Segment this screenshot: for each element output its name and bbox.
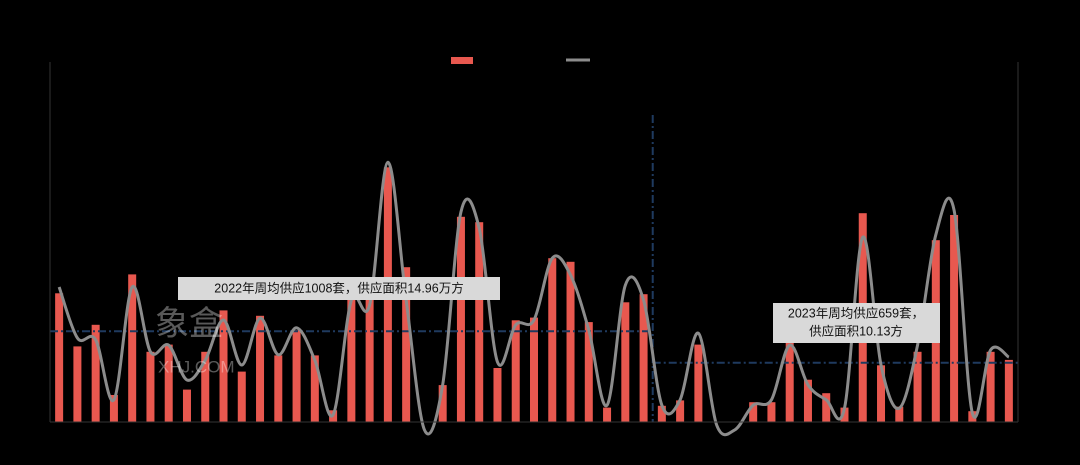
bar bbox=[256, 315, 265, 422]
bar bbox=[182, 389, 191, 422]
bar bbox=[109, 395, 118, 422]
bar bbox=[55, 293, 64, 422]
bar bbox=[164, 344, 173, 422]
bar bbox=[676, 400, 685, 422]
annotation: 2023年周均供应659套， bbox=[788, 305, 924, 320]
bar bbox=[438, 385, 447, 422]
bar bbox=[219, 310, 228, 422]
bar bbox=[694, 344, 703, 422]
bar bbox=[128, 274, 137, 422]
bar bbox=[1004, 359, 1013, 422]
bar bbox=[803, 379, 812, 422]
line-series bbox=[57, 160, 1010, 437]
annotation-box bbox=[773, 303, 940, 343]
bar bbox=[895, 406, 904, 422]
bar bbox=[584, 322, 593, 422]
annotation: 2022年周均供应1008套，供应面积14.96万方 bbox=[214, 280, 463, 295]
bar bbox=[310, 355, 319, 422]
bar bbox=[621, 302, 630, 422]
bar bbox=[475, 222, 484, 422]
watermark-logo: 象盒 bbox=[155, 305, 223, 343]
watermark-url: XHJ.COM bbox=[158, 357, 235, 376]
bar bbox=[146, 351, 155, 422]
legend-swatch-bar bbox=[451, 57, 473, 64]
bar bbox=[749, 402, 758, 422]
bar bbox=[913, 351, 922, 422]
plot-area bbox=[50, 115, 1018, 437]
bar bbox=[566, 261, 575, 422]
bar bbox=[639, 294, 648, 422]
bar bbox=[201, 351, 210, 422]
bar bbox=[402, 267, 411, 422]
bar bbox=[91, 324, 100, 422]
bar bbox=[767, 402, 776, 422]
annotation-box bbox=[178, 277, 500, 300]
bar bbox=[73, 346, 82, 422]
bar bbox=[530, 317, 538, 422]
bar bbox=[657, 405, 666, 422]
bar bbox=[365, 299, 374, 422]
bar bbox=[877, 365, 886, 422]
bar bbox=[493, 368, 502, 422]
bar bbox=[603, 407, 612, 422]
bar bbox=[292, 330, 301, 422]
bar bbox=[274, 355, 283, 422]
bar bbox=[822, 393, 831, 422]
bar bbox=[950, 215, 959, 422]
bar bbox=[986, 351, 995, 422]
bar bbox=[347, 296, 356, 422]
bar bbox=[511, 320, 520, 422]
bar bbox=[237, 371, 246, 422]
bar bbox=[548, 258, 557, 422]
bar bbox=[840, 407, 849, 422]
annotation: 供应面积10.13方 bbox=[809, 323, 903, 338]
bar bbox=[785, 342, 794, 422]
bar bbox=[456, 216, 465, 422]
